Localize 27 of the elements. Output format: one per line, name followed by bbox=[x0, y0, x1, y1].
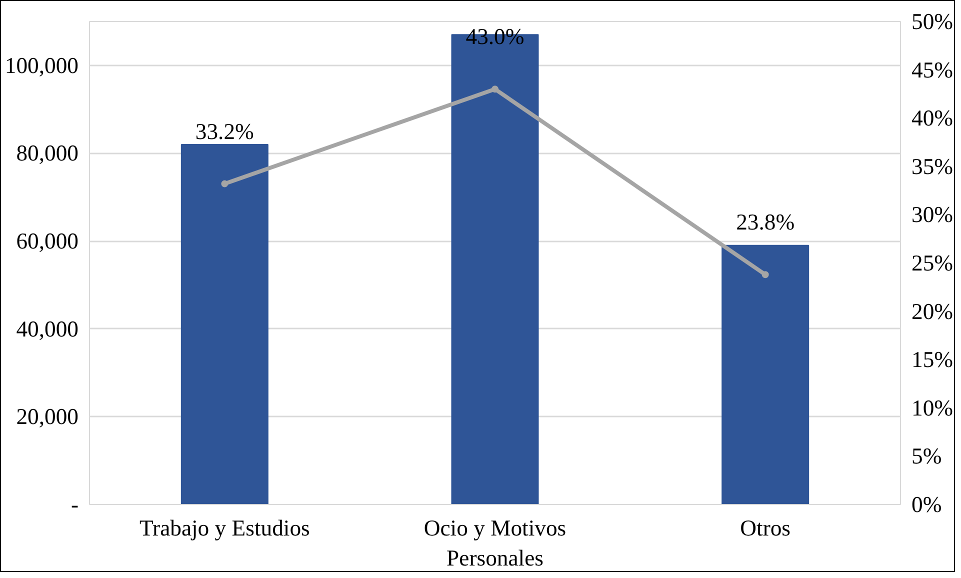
y2-tick-label: 10% bbox=[912, 395, 954, 420]
point bbox=[762, 271, 769, 278]
y2-tick-label: 20% bbox=[912, 298, 954, 324]
y2-tick-label: 15% bbox=[912, 347, 954, 372]
y2-tick-label: 30% bbox=[912, 202, 954, 228]
y-tick-label: 100,000 bbox=[4, 52, 79, 78]
y2-tick-label: 25% bbox=[912, 250, 954, 276]
x-tick-label: Ocio y Motivos Personales bbox=[424, 516, 566, 570]
x-tick-label: Otros bbox=[740, 516, 791, 540]
data-label: 33.2% bbox=[195, 118, 254, 144]
y-tick-label: 20,000 bbox=[16, 404, 79, 430]
bar bbox=[180, 144, 268, 504]
y2-tick-label: 5% bbox=[912, 444, 942, 469]
y2-tick-label: 45% bbox=[912, 57, 954, 82]
y-tick-label: - bbox=[70, 492, 78, 517]
y-tick-label: 80,000 bbox=[16, 140, 79, 166]
y2-tick-label: 35% bbox=[912, 154, 954, 179]
y-tick-label: 60,000 bbox=[16, 228, 79, 254]
y2-tick-label: 50% bbox=[912, 9, 954, 34]
data-label: 23.8% bbox=[736, 210, 795, 235]
point bbox=[492, 86, 498, 93]
x-tick-label: Trabajo y Estudios bbox=[139, 516, 310, 540]
y2-tick-label: 40% bbox=[912, 106, 954, 131]
point bbox=[221, 180, 228, 188]
bar bbox=[722, 244, 810, 504]
y-tick-label: 40,000 bbox=[16, 316, 79, 342]
y2-tick-label: 0% bbox=[912, 492, 942, 517]
